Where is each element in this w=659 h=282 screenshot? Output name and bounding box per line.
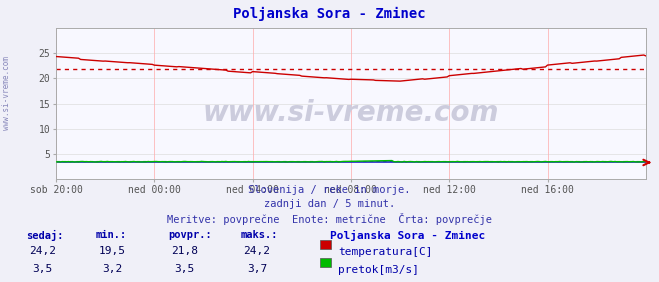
- Text: 24,2: 24,2: [244, 246, 270, 256]
- Text: temperatura[C]: temperatura[C]: [338, 247, 432, 257]
- Text: 24,2: 24,2: [30, 246, 56, 256]
- Text: sedaj:: sedaj:: [26, 230, 64, 241]
- Text: maks.:: maks.:: [241, 230, 278, 240]
- Text: www.si-vreme.com: www.si-vreme.com: [2, 56, 11, 130]
- Text: Meritve: povprečne  Enote: metrične  Črta: povprečje: Meritve: povprečne Enote: metrične Črta:…: [167, 213, 492, 225]
- Text: Slovenija / reke in morje.: Slovenija / reke in morje.: [248, 185, 411, 195]
- Text: 21,8: 21,8: [171, 246, 198, 256]
- Text: www.si-vreme.com: www.si-vreme.com: [203, 99, 499, 127]
- Text: Poljanska Sora - Zminec: Poljanska Sora - Zminec: [233, 7, 426, 21]
- Text: zadnji dan / 5 minut.: zadnji dan / 5 minut.: [264, 199, 395, 209]
- Text: Poljanska Sora - Zminec: Poljanska Sora - Zminec: [330, 230, 485, 241]
- Text: pretok[m3/s]: pretok[m3/s]: [338, 265, 419, 274]
- Text: 3,2: 3,2: [102, 264, 122, 274]
- Text: 19,5: 19,5: [99, 246, 125, 256]
- Text: povpr.:: povpr.:: [168, 230, 212, 240]
- Text: 3,5: 3,5: [33, 264, 53, 274]
- Text: 3,5: 3,5: [175, 264, 194, 274]
- Text: min.:: min.:: [96, 230, 127, 240]
- Text: 3,7: 3,7: [247, 264, 267, 274]
